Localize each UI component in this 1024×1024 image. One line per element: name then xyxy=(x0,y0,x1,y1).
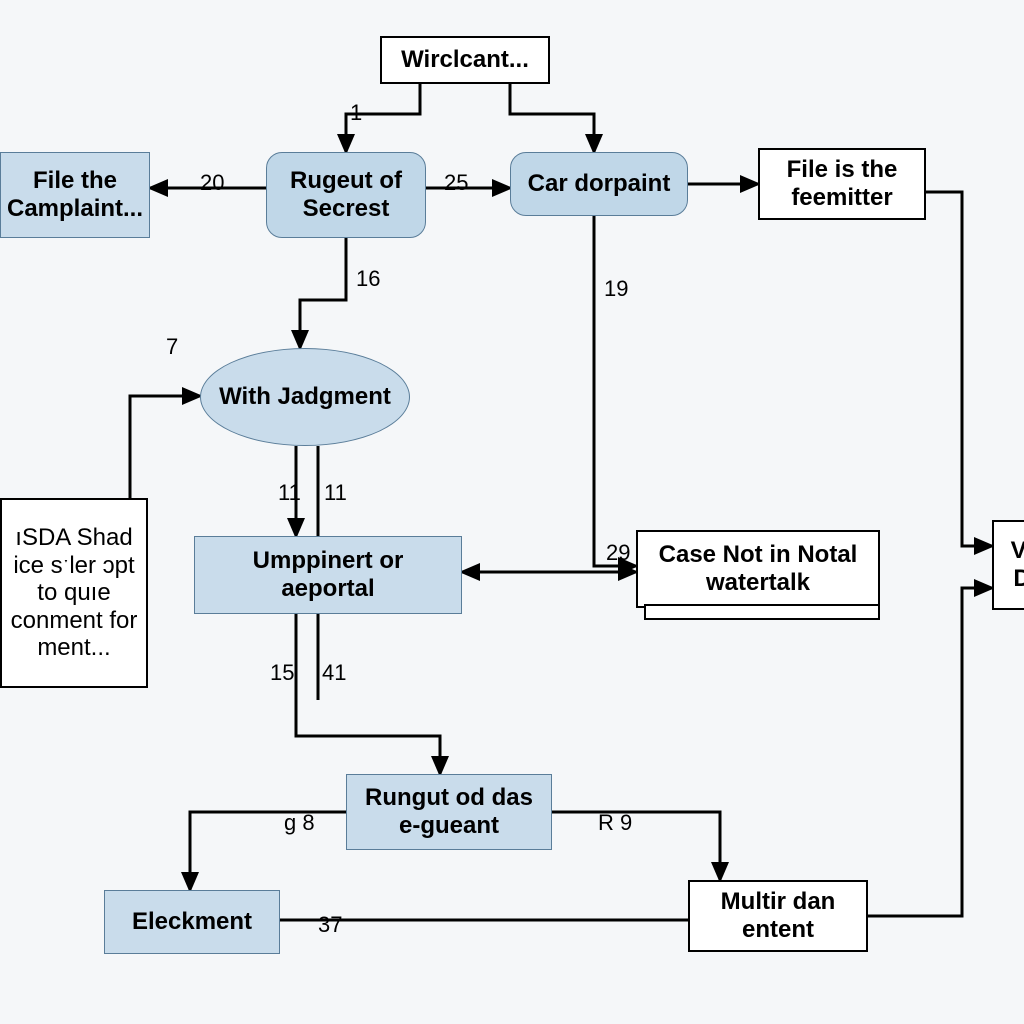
edge-label: 29 xyxy=(606,540,630,566)
edge-label: 15 xyxy=(270,660,294,686)
node-rungut: Runɡut od das e-gueant xyxy=(346,774,552,850)
edge-file_feemitter-vd xyxy=(926,192,992,546)
edge-rungut-eleckment xyxy=(190,812,346,890)
node-file_feemitter: File is the feemitter xyxy=(758,148,926,220)
node-eleckment: Eleckment xyxy=(104,890,280,954)
node-multir: Multir dan entent xyxy=(688,880,868,952)
node-label: File is the feemitter xyxy=(768,156,916,211)
edge-label: 7 xyxy=(166,334,178,360)
edge-car_dorpaint-case_not xyxy=(594,216,636,566)
node-vd: VI D xyxy=(992,520,1024,610)
node-car_dorpaint: Car dorpaint xyxy=(510,152,688,216)
node-label: Rugeut of Secrest xyxy=(275,167,417,222)
node-with_judgment: With Jadgment xyxy=(200,348,410,446)
node-label: Wirclcant... xyxy=(401,46,529,74)
edge-wirclant-car_dorpaint xyxy=(510,84,594,152)
node-case_not: Case Not in Notal watertalk xyxy=(636,530,880,608)
flowchart-canvas: Wirclcant... File the Camplaint... Rugeut … xyxy=(0,0,1024,1024)
node-label: Multir dan entent xyxy=(698,888,858,943)
node-label: VI D xyxy=(1002,537,1024,592)
edge-umppinert-rungut xyxy=(296,614,440,774)
edge-label: 41 xyxy=(322,660,346,686)
node-label: Umppinert or aeportal xyxy=(203,547,453,602)
node-label: Runɡut od das e-gueant xyxy=(355,784,543,839)
node-label: Eleckment xyxy=(132,908,252,936)
edge-label: g 8 xyxy=(284,810,315,836)
edge-label: 11 xyxy=(324,480,347,506)
node-label: With Jadgment xyxy=(219,383,391,411)
node-label: Case Not in Notal watertalk xyxy=(646,541,870,596)
node-rugeut: Rugeut of Secrest xyxy=(266,152,426,238)
edge-label: 1 xyxy=(350,100,362,126)
node-label: ıSDA Shad ice sˑler ɔpt to quıe conment … xyxy=(10,524,138,662)
edge-label: 37 xyxy=(318,912,342,938)
node-file_complaint: File the Camplaint... xyxy=(0,152,150,238)
edge-multir-vd xyxy=(868,588,992,916)
node-umppinert: Umppinert or aeportal xyxy=(194,536,462,614)
node-label: Car dorpaint xyxy=(528,170,671,198)
node-wirclant: Wirclcant... xyxy=(380,36,550,84)
node-case_not_shadow xyxy=(644,604,880,620)
edge-label: R 9 xyxy=(598,810,632,836)
edge-label: 20 xyxy=(200,170,224,196)
edge-label: 25 xyxy=(444,170,468,196)
edge-sda_shad-with_judgment xyxy=(130,396,200,498)
edge-label: 11 xyxy=(278,480,301,506)
node-sda_shad: ıSDA Shad ice sˑler ɔpt to quıe conment … xyxy=(0,498,148,688)
edge-label: 19 xyxy=(604,276,628,302)
edge-rugeut-with_judgment xyxy=(300,238,346,348)
edge-rungut-multir xyxy=(552,812,720,880)
edge-label: 16 xyxy=(356,266,380,292)
node-label: File the Camplaint... xyxy=(7,167,143,222)
